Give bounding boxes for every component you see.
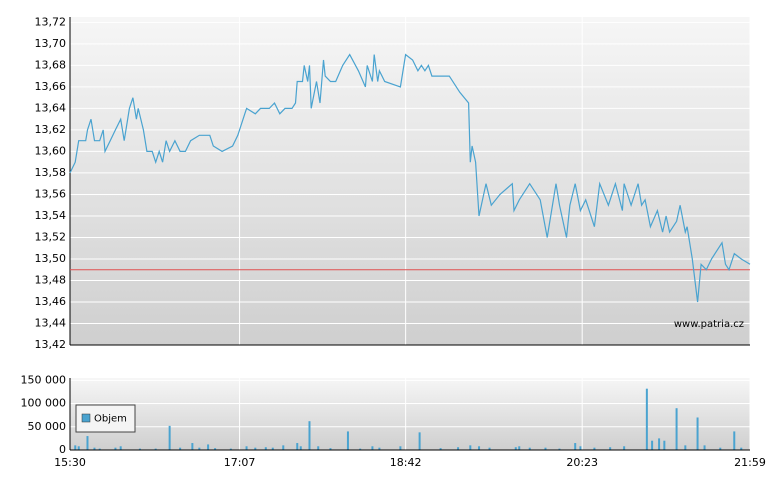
y-tick-label: 13,72 (35, 15, 67, 28)
watermark: www.patria.cz (674, 319, 744, 330)
volume-bar (245, 446, 248, 450)
volume-bar (299, 446, 302, 450)
x-tick-label: 21:59 (734, 456, 766, 469)
x-tick-label: 18:42 (390, 456, 422, 469)
volume-bar (359, 448, 362, 450)
volume-bar (478, 446, 481, 450)
legend-label: Objem (94, 414, 127, 425)
volume-bar (675, 408, 678, 450)
volume-bar (439, 448, 442, 450)
volume-bar (457, 447, 460, 450)
y-tick-label: 13,42 (35, 338, 67, 351)
volume-bar (254, 447, 257, 450)
volume-bar (663, 440, 666, 450)
volume-bar (645, 388, 648, 450)
volume-plot-area (70, 378, 750, 450)
volume-bar (77, 446, 80, 450)
volume-bar (696, 417, 699, 450)
y-tick-label: 50 000 (28, 420, 67, 433)
y-tick-label: 150 000 (21, 373, 67, 386)
volume-bar (98, 448, 101, 450)
volume-bar (93, 447, 96, 450)
y-tick-label: 13,60 (35, 144, 67, 157)
volume-bar (138, 448, 141, 450)
volume-bar (119, 446, 122, 450)
y-tick-label: 13,62 (35, 123, 67, 136)
volume-bar (264, 447, 267, 450)
volume-bar (658, 438, 661, 450)
volume-bar (378, 447, 381, 450)
y-tick-label: 13,44 (35, 316, 67, 329)
volume-bar (399, 446, 402, 450)
y-tick-label: 13,48 (35, 273, 67, 286)
volume-bar (574, 443, 577, 450)
volume-bar (207, 444, 210, 450)
volume-bar (198, 447, 201, 450)
volume-bar (719, 447, 722, 450)
volume-bar (528, 447, 531, 450)
y-tick-label: 13,46 (35, 295, 67, 308)
volume-bar (469, 445, 472, 450)
volume-bar (651, 440, 654, 450)
volume-bar (271, 447, 274, 450)
volume-bar (154, 448, 157, 450)
volume-bar (317, 446, 320, 450)
volume-bar (558, 448, 561, 450)
volume-bar (740, 447, 743, 450)
volume-bar (733, 431, 736, 450)
volume-bar (609, 447, 612, 450)
volume-bar (329, 448, 332, 450)
x-tick-label: 20:23 (566, 456, 598, 469)
volume-bar (308, 421, 311, 450)
volume-bar (214, 448, 217, 450)
volume-bar (623, 446, 626, 450)
volume-bar (514, 447, 517, 450)
volume-bar (518, 446, 521, 450)
volume-bar (371, 446, 374, 450)
volume-bar (86, 436, 89, 450)
y-tick-label: 13,54 (35, 209, 67, 222)
volume-bar (282, 445, 285, 450)
volume-bar (684, 445, 687, 450)
y-tick-label: 13,50 (35, 252, 67, 265)
volume-bar (229, 448, 232, 450)
y-tick-label: 13,58 (35, 166, 67, 179)
y-tick-label: 13,56 (35, 187, 67, 200)
legend-swatch (81, 413, 91, 423)
volume-bar (579, 446, 582, 450)
y-tick-label: 13,70 (35, 37, 67, 50)
legend: Objem (75, 404, 136, 433)
x-tick-label: 17:07 (224, 456, 256, 469)
volume-bar (296, 443, 299, 450)
volume-bar (544, 447, 547, 450)
volume-bar (191, 443, 194, 450)
y-tick-label: 100 000 (21, 397, 67, 410)
x-tick-label: 15:30 (54, 456, 86, 469)
price-line (69, 53, 751, 303)
volume-bar (703, 445, 706, 450)
volume-bar (168, 425, 171, 450)
volume-bar (179, 447, 182, 450)
volume-bar (74, 445, 77, 450)
volume-bar (418, 432, 421, 450)
volume-bar (488, 447, 491, 450)
y-tick-label: 13,64 (35, 101, 67, 114)
y-tick-label: 13,52 (35, 230, 67, 243)
y-tick-label: 13,66 (35, 80, 67, 93)
y-tick-label: 13,68 (35, 58, 67, 71)
price-plot-area (70, 17, 750, 345)
volume-bar (593, 447, 596, 450)
volume-bar (346, 431, 349, 450)
y-tick-label: 0 (59, 443, 66, 456)
volume-bar (114, 447, 117, 450)
